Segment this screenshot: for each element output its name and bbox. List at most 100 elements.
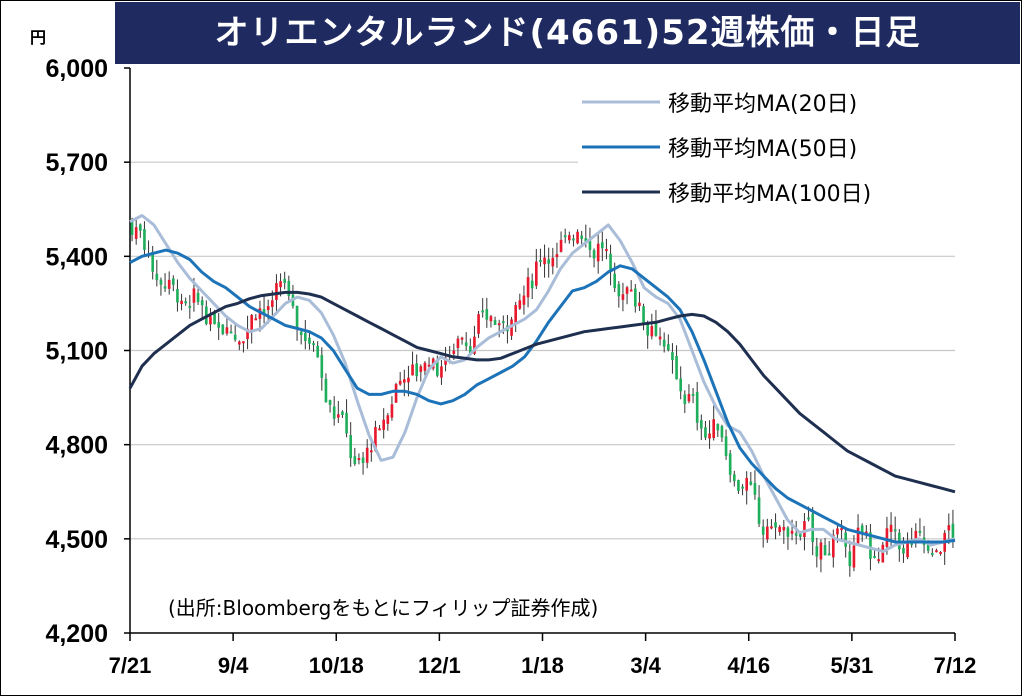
ma20-line [129,214,956,553]
candle-body [435,360,439,376]
candle-body [749,481,753,485]
candle-body [398,380,402,385]
candle-body [378,428,381,431]
moving-average-lines [128,214,956,553]
y-tick-label: 5,700 [45,149,108,177]
candle-body [188,305,192,308]
candle-body [489,316,493,322]
candle-body [444,357,447,365]
x-tick-label: 4/16 [727,653,770,678]
candle-body [679,378,683,392]
legend: 移動平均MA(20日) 移動平均MA(50日) 移動平均MA(100日) [578,82,970,210]
candle-body [675,355,678,380]
legend-label: 移動平均MA(100日) [668,182,871,207]
candle-body [778,526,782,533]
candle-body [662,339,666,347]
candle-body [390,404,394,418]
candle-body [658,336,662,340]
candle-body [786,527,790,537]
candle-body [811,513,815,543]
candle-body [295,305,299,328]
candle-body [221,324,225,334]
candle-body [452,350,456,355]
candle-body [415,363,419,377]
candle-body [873,555,876,558]
candle-body [951,523,955,542]
candle-body [423,362,427,371]
candle-body [650,326,654,337]
candle-body [308,337,311,344]
candle-body [312,343,315,346]
candle-body [555,254,559,258]
candle-body [716,423,720,431]
y-axis-unit-label: 円 [30,28,46,47]
ma100-line [128,290,956,494]
candle-body [728,453,732,475]
candle-body [477,314,480,334]
candle-body [233,334,237,340]
candle-body [617,284,621,297]
y-tick-label: 6,000 [45,55,108,83]
candle-body [918,530,922,533]
candle-body [460,337,464,340]
candle-body [543,257,546,265]
candle-body [539,259,542,262]
candle-body [926,544,930,551]
chart-title: オリエンタルランド(4661)52週株価・日足 [214,13,921,53]
candle-body [501,321,505,324]
candle-body [559,239,563,252]
candle-body [171,278,175,285]
candle-body [345,412,348,434]
candle-body [765,526,769,540]
y-tick-label: 5,100 [45,338,108,366]
candle-body [695,391,699,423]
candle-body [349,435,353,459]
candle-body [522,295,526,305]
candle-body [357,458,361,461]
candle-body [229,331,233,334]
candle-body [588,240,592,250]
candle-body [625,287,629,294]
candle-body [823,545,827,556]
candle-body [320,355,324,378]
candle-body [782,526,786,531]
candle-body [877,559,881,562]
candle-body [237,341,241,345]
candle-body [143,229,146,250]
candle-body [683,394,687,405]
candle-body [572,238,575,241]
candle-body [761,526,765,535]
candle-body [167,279,171,289]
candle-body [250,315,254,332]
candle-body [803,521,806,538]
y-tick-label: 4,800 [45,432,108,460]
candle-body [262,309,266,314]
candle-body [827,553,831,556]
candle-body [902,548,905,554]
candle-body [328,400,332,405]
candle-body [584,238,588,242]
ma50-line [129,248,956,544]
candle-body [567,235,571,241]
candle-body [386,415,390,424]
candle-body [592,250,596,259]
candle-body [654,321,658,336]
candle-body [836,528,839,535]
candle-body [609,253,612,272]
candle-body [361,457,365,464]
candle-body [209,316,212,325]
candle-body [374,426,377,451]
candle-body [732,474,736,482]
candle-body [473,336,476,354]
candle-body [844,532,848,547]
candle-body [889,524,893,532]
candle-body [275,283,278,300]
candle-body [666,344,670,351]
candle-body [159,279,163,285]
candle-body [860,525,864,534]
candle-body [427,364,431,367]
candle-body [794,533,798,536]
candle-body [770,526,773,529]
candle-body [699,420,703,429]
